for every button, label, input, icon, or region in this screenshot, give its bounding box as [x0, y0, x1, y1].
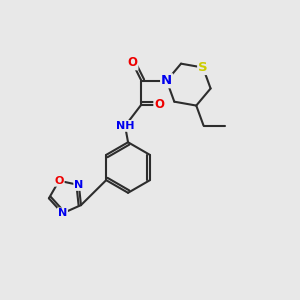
- Text: N: N: [58, 208, 67, 218]
- Text: NH: NH: [116, 121, 134, 131]
- Text: N: N: [74, 180, 83, 190]
- Text: S: S: [198, 61, 208, 74]
- Text: O: O: [54, 176, 64, 186]
- Text: O: O: [154, 98, 164, 111]
- Text: N: N: [161, 74, 172, 87]
- Text: O: O: [128, 56, 137, 69]
